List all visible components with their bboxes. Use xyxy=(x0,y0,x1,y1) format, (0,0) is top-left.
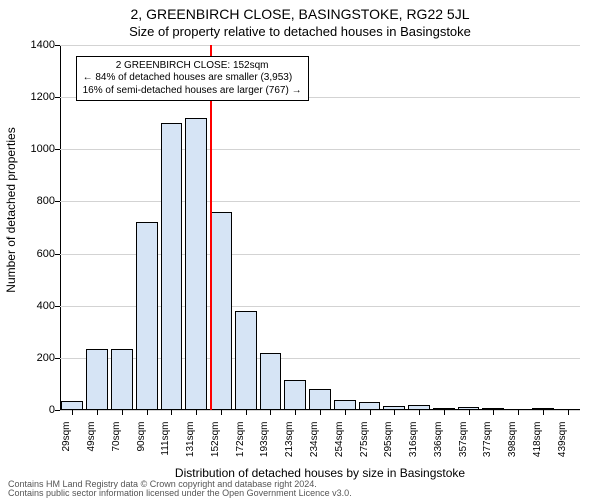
x-tick-mark xyxy=(419,410,420,415)
x-tick-mark xyxy=(543,410,544,415)
histogram-bar xyxy=(235,311,257,410)
histogram-bar xyxy=(210,212,232,410)
x-tick-label: 152sqm xyxy=(210,422,221,464)
footer-line-2: Contains public sector information licen… xyxy=(8,489,352,498)
y-tick-mark xyxy=(55,201,60,202)
x-tick-mark xyxy=(370,410,371,415)
histogram-bar xyxy=(284,380,306,410)
chart-container: 2, GREENBIRCH CLOSE, BASINGSTOKE, RG22 5… xyxy=(0,0,600,500)
x-tick-mark xyxy=(171,410,172,415)
histogram-bar xyxy=(334,400,356,410)
y-axis-line xyxy=(60,45,61,410)
x-tick-mark xyxy=(196,410,197,415)
y-tick-label: 1200 xyxy=(15,91,55,103)
x-tick-mark xyxy=(444,410,445,415)
x-tick-label: 111sqm xyxy=(160,422,171,464)
x-tick-label: 131sqm xyxy=(185,422,196,464)
annotation-box: 2 GREENBIRCH CLOSE: 152sqm← 84% of detac… xyxy=(76,56,309,102)
x-tick-label: 357sqm xyxy=(458,422,469,464)
x-tick-label: 70sqm xyxy=(111,422,122,464)
histogram-bar xyxy=(161,123,183,410)
x-tick-label: 295sqm xyxy=(383,422,394,464)
x-tick-mark xyxy=(469,410,470,415)
x-tick-label: 439sqm xyxy=(557,422,568,464)
y-tick-label: 200 xyxy=(15,352,55,364)
annotation-line: 2 GREENBIRCH CLOSE: 152sqm xyxy=(83,60,302,73)
x-tick-label: 90sqm xyxy=(136,422,147,464)
y-tick-label: 1400 xyxy=(15,39,55,51)
x-tick-mark xyxy=(72,410,73,415)
x-tick-label: 193sqm xyxy=(259,422,270,464)
x-tick-mark xyxy=(122,410,123,415)
histogram-bar xyxy=(111,349,133,410)
y-tick-mark xyxy=(55,45,60,46)
x-tick-label: 316sqm xyxy=(408,422,419,464)
x-tick-label: 254sqm xyxy=(334,422,345,464)
y-tick-mark xyxy=(55,358,60,359)
x-tick-mark xyxy=(97,410,98,415)
x-tick-mark xyxy=(394,410,395,415)
x-tick-label: 398sqm xyxy=(507,422,518,464)
x-tick-label: 377sqm xyxy=(482,422,493,464)
histogram-bar xyxy=(86,349,108,410)
x-tick-label: 49sqm xyxy=(86,422,97,464)
histogram-bar xyxy=(185,118,207,410)
histogram-bar xyxy=(61,401,83,410)
x-tick-label: 336sqm xyxy=(433,422,444,464)
annotation-line: ← 84% of detached houses are smaller (3,… xyxy=(83,72,302,85)
x-tick-label: 172sqm xyxy=(235,422,246,464)
plot-area: 020040060080010001200140029sqm49sqm70sqm… xyxy=(60,45,580,410)
x-tick-label: 275sqm xyxy=(359,422,370,464)
x-axis-label: Distribution of detached houses by size … xyxy=(60,466,580,480)
y-tick-label: 800 xyxy=(15,195,55,207)
y-tick-label: 0 xyxy=(15,404,55,416)
x-tick-label: 213sqm xyxy=(284,422,295,464)
chart-title: Size of property relative to detached ho… xyxy=(0,24,600,39)
x-tick-mark xyxy=(320,410,321,415)
x-tick-mark xyxy=(568,410,569,415)
annotation-line: 16% of semi-detached houses are larger (… xyxy=(83,85,302,98)
x-tick-mark xyxy=(295,410,296,415)
x-tick-mark xyxy=(518,410,519,415)
grid-line xyxy=(60,201,580,202)
x-tick-label: 418sqm xyxy=(532,422,543,464)
y-tick-mark xyxy=(55,410,60,411)
y-tick-mark xyxy=(55,254,60,255)
x-tick-mark xyxy=(221,410,222,415)
y-tick-label: 400 xyxy=(15,300,55,312)
grid-line xyxy=(60,45,580,46)
y-tick-label: 1000 xyxy=(15,143,55,155)
x-tick-mark xyxy=(147,410,148,415)
y-tick-label: 600 xyxy=(15,248,55,260)
histogram-bar xyxy=(309,389,331,410)
x-tick-label: 234sqm xyxy=(309,422,320,464)
histogram-bar xyxy=(260,353,282,410)
footer-attribution: Contains HM Land Registry data © Crown c… xyxy=(8,480,352,498)
x-tick-mark xyxy=(246,410,247,415)
x-tick-label: 29sqm xyxy=(61,422,72,464)
grid-line xyxy=(60,149,580,150)
y-tick-mark xyxy=(55,97,60,98)
x-tick-mark xyxy=(270,410,271,415)
supertitle: 2, GREENBIRCH CLOSE, BASINGSTOKE, RG22 5… xyxy=(0,6,600,22)
histogram-bar xyxy=(136,222,158,410)
x-tick-mark xyxy=(493,410,494,415)
histogram-bar xyxy=(359,402,381,410)
y-tick-mark xyxy=(55,149,60,150)
y-tick-mark xyxy=(55,306,60,307)
x-tick-mark xyxy=(345,410,346,415)
